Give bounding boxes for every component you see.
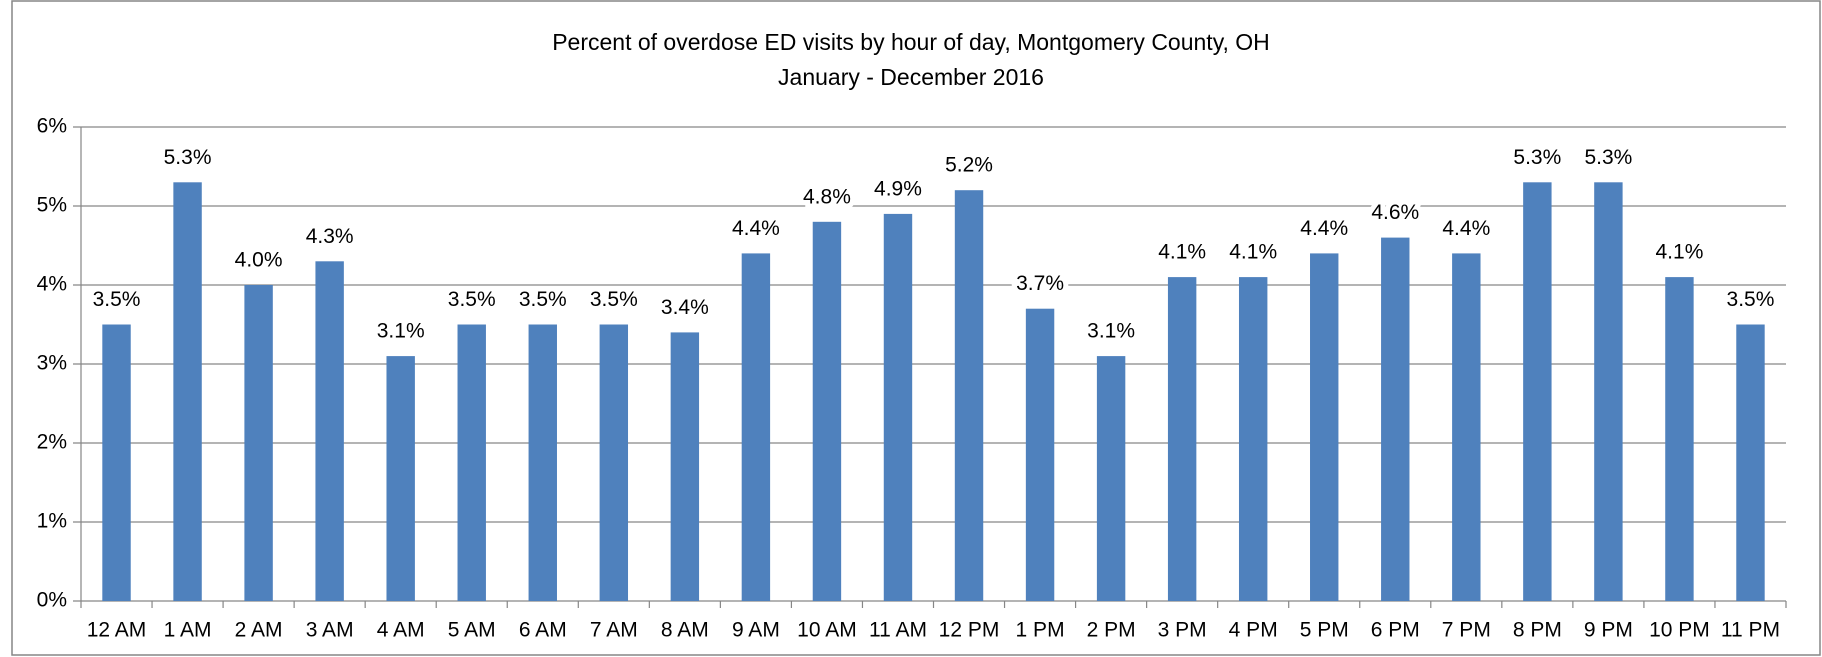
data-label: 4.4% bbox=[1300, 217, 1348, 240]
x-tick-label: 7 AM bbox=[590, 619, 638, 642]
data-label: 4.1% bbox=[1158, 241, 1206, 264]
data-label: 4.4% bbox=[732, 217, 780, 240]
x-tick-label: 11 AM bbox=[869, 619, 927, 642]
data-label: 5.3% bbox=[164, 146, 212, 169]
bar bbox=[1310, 253, 1339, 601]
bar bbox=[1736, 324, 1765, 601]
bar bbox=[1665, 277, 1694, 601]
x-tick-label: 4 AM bbox=[377, 619, 425, 642]
y-tick-label: 6% bbox=[37, 115, 67, 138]
data-label: 3.4% bbox=[661, 296, 709, 319]
x-tick-label: 12 AM bbox=[87, 619, 147, 642]
x-tick-label: 3 PM bbox=[1158, 619, 1207, 642]
bar bbox=[599, 324, 629, 601]
bar bbox=[1381, 237, 1410, 601]
data-label: 4.8% bbox=[803, 185, 851, 208]
y-tick-label: 0% bbox=[37, 589, 67, 612]
x-tick-label: 9 PM bbox=[1584, 619, 1633, 642]
x-tick-label: 5 PM bbox=[1300, 619, 1349, 642]
x-tick-label: 8 AM bbox=[661, 619, 709, 642]
data-label: 3.1% bbox=[1087, 320, 1135, 343]
bar bbox=[386, 356, 415, 601]
x-tick-label: 5 AM bbox=[448, 619, 496, 642]
data-label: 4.0% bbox=[235, 249, 283, 272]
bar bbox=[954, 190, 984, 601]
x-tick-label: 10 AM bbox=[797, 619, 857, 642]
bar bbox=[315, 261, 344, 601]
data-label: 4.6% bbox=[1371, 201, 1419, 224]
x-tick-label: 6 PM bbox=[1371, 619, 1420, 642]
data-label: 4.3% bbox=[306, 225, 354, 248]
x-tick-label: 9 AM bbox=[732, 619, 780, 642]
bar bbox=[1238, 277, 1268, 601]
x-tick-label: 6 AM bbox=[519, 619, 567, 642]
x-tick-label: 12 PM bbox=[939, 619, 1000, 642]
data-label: 3.1% bbox=[377, 320, 425, 343]
data-label: 3.5% bbox=[448, 288, 496, 311]
bar bbox=[528, 324, 557, 601]
bar bbox=[1594, 182, 1623, 602]
bar bbox=[741, 253, 771, 601]
bar bbox=[1523, 182, 1552, 602]
x-tick-label: 8 PM bbox=[1513, 619, 1562, 642]
y-tick-label: 4% bbox=[37, 273, 67, 296]
bar bbox=[1452, 253, 1481, 601]
data-label: 3.5% bbox=[1727, 288, 1775, 311]
chart-title: Percent of overdose ED visits by hour of… bbox=[552, 29, 1270, 55]
x-tick-label: 1 PM bbox=[1016, 619, 1065, 642]
x-tick-label: 7 PM bbox=[1442, 619, 1491, 642]
bar bbox=[1096, 356, 1126, 601]
bar bbox=[812, 221, 842, 602]
y-tick-label: 2% bbox=[37, 431, 67, 454]
bar bbox=[457, 324, 486, 601]
data-label: 5.3% bbox=[1513, 146, 1561, 169]
bar bbox=[102, 324, 131, 601]
data-label: 4.1% bbox=[1656, 241, 1704, 264]
data-label: 3.7% bbox=[1016, 272, 1064, 295]
data-label: 4.4% bbox=[1442, 217, 1490, 240]
y-tick-label: 1% bbox=[37, 510, 67, 533]
y-tick-label: 5% bbox=[37, 194, 67, 217]
data-label: 5.2% bbox=[945, 154, 993, 177]
bar bbox=[883, 213, 913, 601]
bar bbox=[670, 332, 700, 601]
chart-frame bbox=[11, 0, 1821, 656]
x-tick-label: 1 AM bbox=[164, 619, 212, 642]
bar bbox=[1025, 308, 1055, 601]
data-label: 4.1% bbox=[1229, 241, 1277, 264]
bar bbox=[244, 285, 273, 601]
chart-subtitle: January - December 2016 bbox=[778, 64, 1044, 90]
bar bbox=[173, 182, 202, 602]
data-label: 3.5% bbox=[93, 288, 141, 311]
x-tick-label: 10 PM bbox=[1649, 619, 1710, 642]
x-tick-label: 2 PM bbox=[1087, 619, 1136, 642]
y-tick-label: 3% bbox=[37, 352, 67, 375]
data-label: 4.9% bbox=[874, 177, 922, 200]
x-tick-label: 3 AM bbox=[306, 619, 354, 642]
bar bbox=[1167, 277, 1197, 601]
x-tick-label: 4 PM bbox=[1229, 619, 1278, 642]
data-label: 3.5% bbox=[590, 288, 638, 311]
x-tick-label: 11 PM bbox=[1721, 619, 1780, 642]
x-tick-label: 2 AM bbox=[235, 619, 283, 642]
data-label: 3.5% bbox=[519, 288, 567, 311]
data-label: 5.3% bbox=[1584, 146, 1632, 169]
